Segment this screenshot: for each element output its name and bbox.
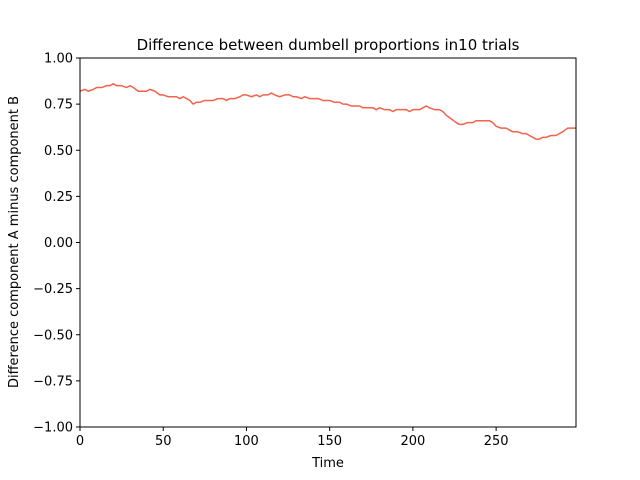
x-tick-label: 0 <box>76 434 84 449</box>
y-tick-label: 0.50 <box>44 144 73 159</box>
x-axis: 0 50 100 150 200 250 <box>76 427 509 449</box>
y-axis-label: Difference component A minus component B <box>7 96 22 388</box>
y-tick-label: 1.00 <box>44 52 73 67</box>
x-tick-label: 250 <box>484 434 509 449</box>
x-tick-label: 50 <box>155 434 172 449</box>
y-tick-label: 0.75 <box>44 98 73 113</box>
y-tick-label: −1.00 <box>33 421 73 436</box>
x-tick-label: 100 <box>234 434 259 449</box>
y-axis: 1.00 0.75 0.50 0.25 0.00 −0.25 −0.50 −0.75 −1.00 <box>33 52 80 436</box>
y-tick-label: −0.25 <box>33 282 73 297</box>
y-tick-label: −0.50 <box>33 328 73 343</box>
y-tick-label: −0.75 <box>33 374 73 389</box>
x-tick-label: 200 <box>400 434 425 449</box>
chart-title: Difference between dumbell proportions i… <box>137 36 520 54</box>
series-layer <box>79 83 576 140</box>
plot-frame <box>79 57 577 428</box>
y-tick-label: 0.25 <box>44 190 73 205</box>
x-axis-label: Time <box>311 456 344 471</box>
x-tick-label: 150 <box>317 434 342 449</box>
y-tick-label: 0.00 <box>44 236 73 251</box>
series-line <box>79 83 576 140</box>
